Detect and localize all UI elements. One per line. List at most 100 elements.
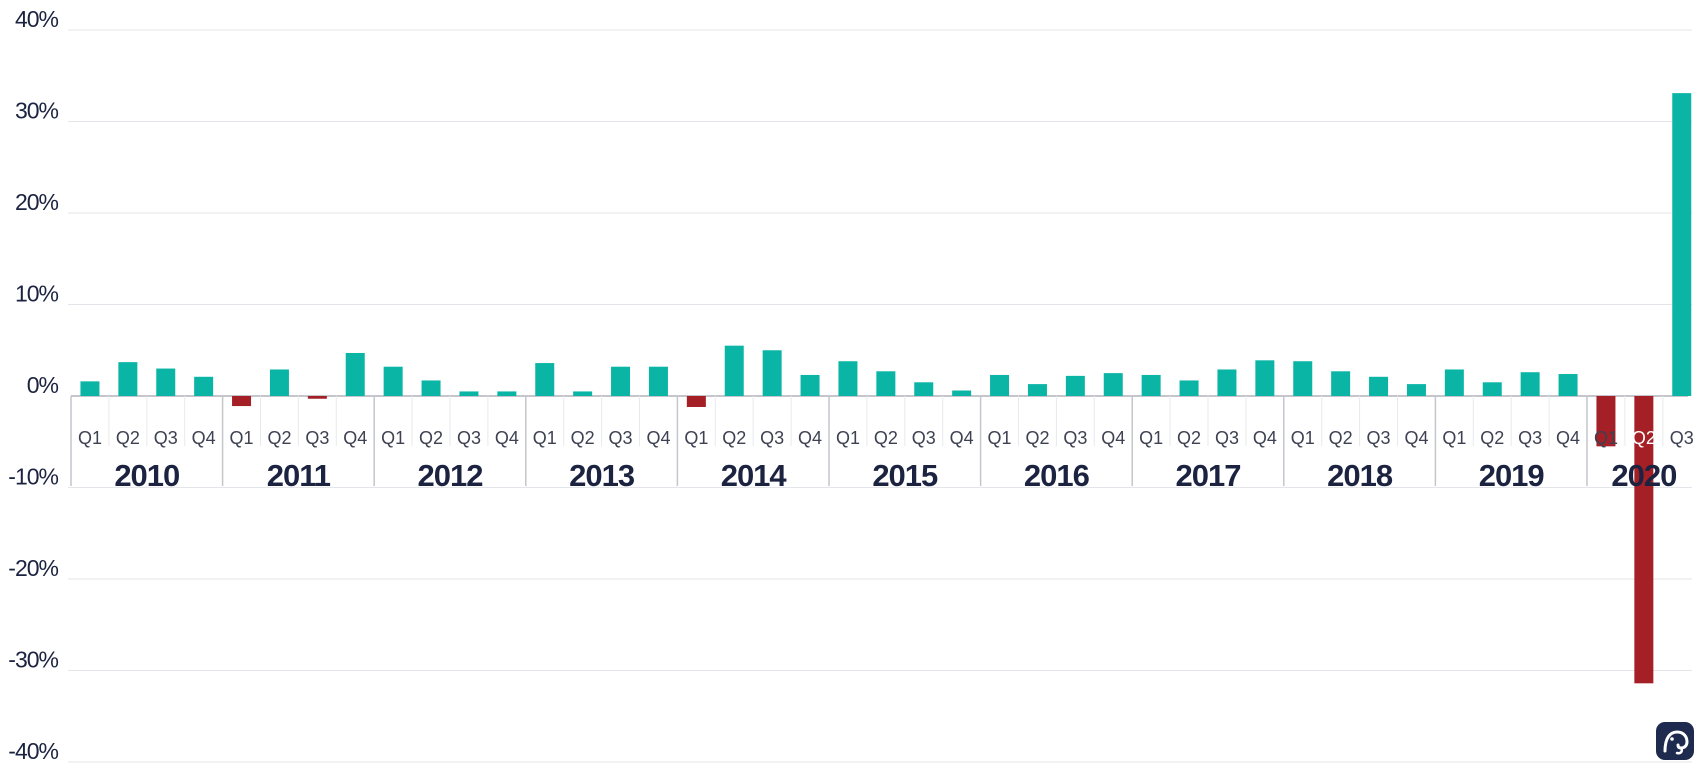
quarter-label: Q4 bbox=[646, 428, 670, 448]
y-tick-label: 20% bbox=[15, 189, 59, 215]
year-label: 2010 bbox=[114, 458, 179, 493]
y-tick-label: 0% bbox=[27, 372, 59, 398]
quarter-label: Q2 bbox=[1480, 428, 1504, 448]
year-label: 2019 bbox=[1479, 458, 1545, 493]
quarter-label: Q3 bbox=[1367, 428, 1391, 448]
quarter-label: Q1 bbox=[533, 428, 557, 448]
bar-2016-q4 bbox=[1103, 373, 1123, 396]
bar-2014-q1 bbox=[686, 396, 706, 407]
bar-2019-q2 bbox=[1482, 382, 1502, 396]
quarter-labels: Q1 Q2 Q3 Q4 Q1 Q2 Q3 Q4 Q1 Q2 Q3 Q4 Q1 Q2 Q3 Q4 Q1 Q2 Q3 Q4… bbox=[78, 428, 1694, 448]
bar-2011-q3 bbox=[307, 396, 327, 399]
bar-2013-q4 bbox=[648, 366, 668, 396]
bar-2017-q3 bbox=[1217, 369, 1237, 396]
bar-2010-q2 bbox=[118, 362, 138, 396]
year-label: 2014 bbox=[721, 458, 788, 493]
quarter-label: Q4 bbox=[1556, 428, 1580, 448]
quarter-label: Q2 bbox=[722, 428, 746, 448]
bar-2011-q1 bbox=[232, 396, 252, 407]
quarter-label: Q2 bbox=[874, 428, 898, 448]
bar-2012-q4 bbox=[497, 391, 517, 396]
quarter-label: Q2 bbox=[1329, 428, 1353, 448]
quarter-label: Q3 bbox=[154, 428, 178, 448]
quarter-label: Q1 bbox=[381, 428, 405, 448]
quarter-label: Q3 bbox=[305, 428, 329, 448]
year-label: 2015 bbox=[872, 458, 938, 493]
year-label: 2012 bbox=[418, 458, 483, 493]
gridlines bbox=[68, 29, 1692, 763]
bar-2016-q2 bbox=[1027, 384, 1047, 396]
quarter-label: Q1 bbox=[1139, 428, 1163, 448]
quarter-label: Q4 bbox=[950, 428, 974, 448]
bar-2014-q3 bbox=[762, 350, 782, 396]
bar-2017-q2 bbox=[1179, 380, 1199, 396]
year-label: 2020 bbox=[1611, 458, 1676, 493]
year-labels: 2010 2011 2012 2013 2014 2015 2016 2017 2018 2019… bbox=[114, 458, 1677, 493]
quarter-label: Q4 bbox=[343, 428, 367, 448]
bar-2015-q1 bbox=[838, 361, 858, 396]
bar-2015-q2 bbox=[876, 371, 896, 396]
quarter-label: Q4 bbox=[192, 428, 216, 448]
y-tick-label: -20% bbox=[8, 555, 58, 581]
bar-2016-q3 bbox=[1065, 375, 1085, 396]
quarter-label: Q1 bbox=[836, 428, 860, 448]
quarter-label: Q1 bbox=[988, 428, 1012, 448]
bar-2020-q3 bbox=[1672, 93, 1692, 396]
bar-2013-q1 bbox=[535, 363, 555, 396]
quarter-label: Q3 bbox=[457, 428, 481, 448]
bar-2014-q4 bbox=[800, 374, 820, 396]
quarter-label: Q1 bbox=[1442, 428, 1466, 448]
quarter-label: Q3 bbox=[1670, 428, 1694, 448]
quarter-label: Q3 bbox=[1518, 428, 1542, 448]
quarter-label: Q1 bbox=[230, 428, 254, 448]
quarter-label: Q4 bbox=[1404, 428, 1428, 448]
quarter-label: Q3 bbox=[1215, 428, 1239, 448]
quarter-label: Q2 bbox=[267, 428, 291, 448]
bar-2017-q4 bbox=[1255, 360, 1275, 396]
quarter-label: Q3 bbox=[1063, 428, 1087, 448]
quarter-label: Q3 bbox=[609, 428, 633, 448]
quarter-label: Q3 bbox=[760, 428, 784, 448]
elephant-logo-icon bbox=[1656, 722, 1694, 760]
bar-2018-q2 bbox=[1331, 371, 1351, 396]
quarter-label: Q1 bbox=[684, 428, 708, 448]
bar-2012-q2 bbox=[421, 380, 441, 396]
bar-2010-q4 bbox=[194, 376, 214, 396]
bar-2013-q3 bbox=[611, 366, 631, 396]
y-tick-label: -40% bbox=[8, 738, 58, 764]
quarter-label: Q2 bbox=[116, 428, 140, 448]
bar-2010-q3 bbox=[156, 368, 176, 396]
quarter-label: Q4 bbox=[1101, 428, 1125, 448]
bars bbox=[80, 93, 1692, 684]
y-tick-label: -30% bbox=[8, 647, 58, 673]
bar-2011-q4 bbox=[345, 352, 365, 396]
bar-2010-q1 bbox=[80, 381, 100, 396]
quarter-label: Q3 bbox=[912, 428, 936, 448]
bar-2012-q3 bbox=[459, 391, 479, 396]
quarter-label: Q1 bbox=[1594, 428, 1618, 448]
year-label: 2016 bbox=[1024, 458, 1090, 493]
bar-2016-q1 bbox=[990, 374, 1010, 396]
quarter-label: Q4 bbox=[1253, 428, 1277, 448]
year-label: 2011 bbox=[267, 458, 331, 493]
year-label: 2017 bbox=[1176, 458, 1241, 493]
quarter-label: Q1 bbox=[1291, 428, 1315, 448]
bar-2020-q2 bbox=[1634, 396, 1654, 684]
bar-2019-q4 bbox=[1558, 374, 1578, 396]
quarter-label: Q2 bbox=[1632, 428, 1656, 448]
bar-2017-q1 bbox=[1141, 374, 1161, 396]
y-tick-label: 30% bbox=[15, 98, 59, 124]
bar-2015-q3 bbox=[914, 382, 934, 396]
quarter-label: Q2 bbox=[1025, 428, 1049, 448]
quarter-label: Q2 bbox=[419, 428, 443, 448]
bar-2013-q2 bbox=[573, 391, 593, 396]
bar-2014-q2 bbox=[724, 345, 744, 396]
bar-2019-q1 bbox=[1444, 369, 1464, 396]
bar-2019-q3 bbox=[1520, 372, 1540, 396]
quarter-label: Q1 bbox=[78, 428, 102, 448]
quarter-label: Q4 bbox=[495, 428, 519, 448]
y-tick-label: 10% bbox=[15, 281, 59, 307]
bar-2018-q1 bbox=[1293, 361, 1313, 396]
quarter-label: Q2 bbox=[571, 428, 595, 448]
